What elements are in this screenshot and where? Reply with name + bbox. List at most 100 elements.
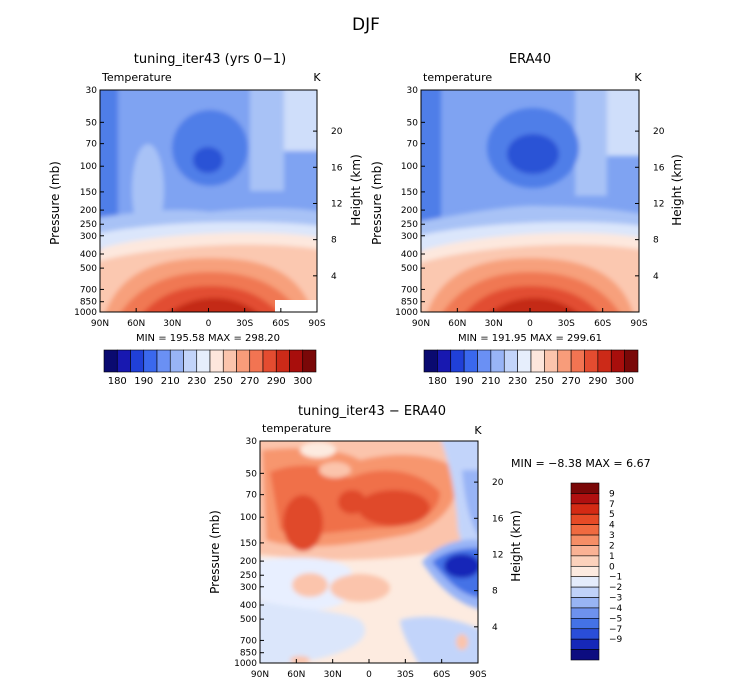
colorbar-swatch (557, 349, 572, 373)
colorbar-swatch (570, 534, 600, 546)
y-tick-label: 400 (240, 601, 257, 611)
y-right-tick-label: 20 (331, 127, 343, 137)
colorbar-swatch (477, 349, 492, 373)
y-tick-label: 500 (401, 264, 418, 274)
colorbar-label: 190 (134, 376, 153, 387)
colorbar-swatch (289, 349, 304, 373)
panel-difference-stats: MIN = −8.38 MAX = 6.67 (511, 457, 651, 470)
colorbar-swatch (544, 349, 559, 373)
colorbar-swatch (463, 349, 478, 373)
colorbar-swatch (570, 349, 585, 373)
colorbar-label: −1 (609, 573, 622, 583)
colorbar-swatch (570, 565, 600, 578)
colorbar-label: −4 (609, 604, 623, 614)
panel-era40-field (421, 90, 639, 312)
colorbar-label: 290 (267, 376, 286, 387)
x-tick-label: 90N (91, 319, 109, 329)
y-tick-label: 400 (401, 250, 418, 260)
panel-era40-ylabel: Pressure (mb) (370, 161, 384, 245)
y-tick-label: 850 (240, 649, 257, 659)
y-tick-label: 400 (80, 250, 97, 260)
colorbar-swatch (262, 349, 277, 373)
y-tick-label: 1000 (74, 308, 97, 318)
y-tick-label: 250 (240, 571, 257, 581)
colorbar-label: −5 (609, 614, 622, 624)
colorbar-swatch (570, 545, 600, 557)
x-tick-label: 30S (236, 319, 253, 329)
colorbar-label: 300 (293, 376, 312, 387)
colorbar-label: 180 (108, 376, 127, 387)
y-right-tick-label: 8 (653, 236, 659, 246)
panel-difference-var-label: temperature (262, 422, 331, 435)
colorbar-label: 4 (609, 521, 615, 531)
colorbar-label: 9 (609, 489, 615, 499)
colorbar-swatch (222, 349, 237, 373)
y-right-tick-label: 8 (331, 236, 337, 246)
y-tick-label: 700 (80, 285, 97, 295)
y-right-tick-label: 12 (653, 199, 664, 209)
colorbar-swatch (209, 349, 224, 373)
colorbar-swatch (570, 555, 600, 567)
colorbar-label: 230 (508, 376, 527, 387)
colorbar-model: 180 190 210 230 250 270 290 300 (103, 349, 317, 387)
colorbar-swatch (570, 638, 600, 650)
y-tick-label: 1000 (234, 659, 257, 669)
colorbar-swatch (275, 349, 290, 373)
y-tick-label: 70 (246, 491, 258, 501)
panel-era40-stats: MIN = 191.95 MAX = 299.61 (458, 333, 602, 344)
colorbar-swatch (530, 349, 545, 373)
y-right-tick-label: 16 (331, 163, 343, 173)
y-right-tick-label: 16 (653, 163, 665, 173)
y-tick-label: 250 (80, 220, 97, 230)
colorbar-swatch (610, 349, 625, 373)
colorbar-swatch (570, 576, 600, 588)
y-tick-label: 30 (407, 86, 419, 96)
y-tick-label: 700 (401, 285, 418, 295)
colorbar-swatch (570, 586, 600, 598)
x-tick-label: 0 (366, 670, 372, 680)
y-tick-label: 850 (401, 298, 418, 308)
x-tick-label: 90S (308, 319, 325, 329)
y-tick-label: 700 (240, 636, 257, 646)
y-tick-label: 70 (407, 140, 419, 150)
y-tick-label: 500 (80, 264, 97, 274)
x-tick-label: 30N (163, 319, 181, 329)
colorbar-swatch (130, 349, 145, 373)
y-right-tick-label: 12 (331, 199, 342, 209)
x-tick-label: 60N (287, 670, 305, 680)
y-tick-label: 150 (80, 188, 97, 198)
colorbar-label: 250 (535, 376, 554, 387)
y-tick-label: 300 (240, 583, 257, 593)
y-right-tick-label: 4 (492, 623, 498, 633)
panel-era40-var-label: temperature (423, 71, 492, 84)
colorbar-swatch (570, 482, 600, 494)
colorbar-label: −2 (609, 583, 622, 593)
colorbar-label: 3 (609, 531, 615, 541)
x-tick-label: 0 (527, 319, 533, 329)
y-tick-label: 300 (401, 232, 418, 242)
y-tick-label: 500 (240, 615, 257, 625)
x-tick-label: 30N (324, 670, 342, 680)
x-tick-label: 60S (272, 319, 289, 329)
y-tick-label: 850 (80, 298, 97, 308)
y-right-tick-label: 4 (331, 272, 337, 282)
y-tick-label: 200 (80, 206, 97, 216)
colorbar-label: −3 (609, 594, 622, 604)
colorbar-label: 210 (161, 376, 180, 387)
x-tick-label: 30S (397, 670, 414, 680)
y-tick-label: 200 (401, 206, 418, 216)
figure-title: DJF (352, 15, 380, 35)
y-right-tick-label: 20 (653, 127, 665, 137)
colorbar-label: 7 (609, 500, 615, 510)
colorbar-label: 300 (615, 376, 634, 387)
colorbar-swatch (597, 349, 612, 373)
colorbar-swatch (156, 349, 171, 373)
y-tick-label: 30 (86, 86, 98, 96)
colorbar-swatch (624, 349, 639, 373)
x-tick-label: 60N (127, 319, 145, 329)
panel-difference-units: K (474, 424, 482, 437)
y-tick-label: 300 (80, 232, 97, 242)
colorbar-swatch (570, 503, 600, 515)
colorbar-swatch (570, 513, 600, 525)
